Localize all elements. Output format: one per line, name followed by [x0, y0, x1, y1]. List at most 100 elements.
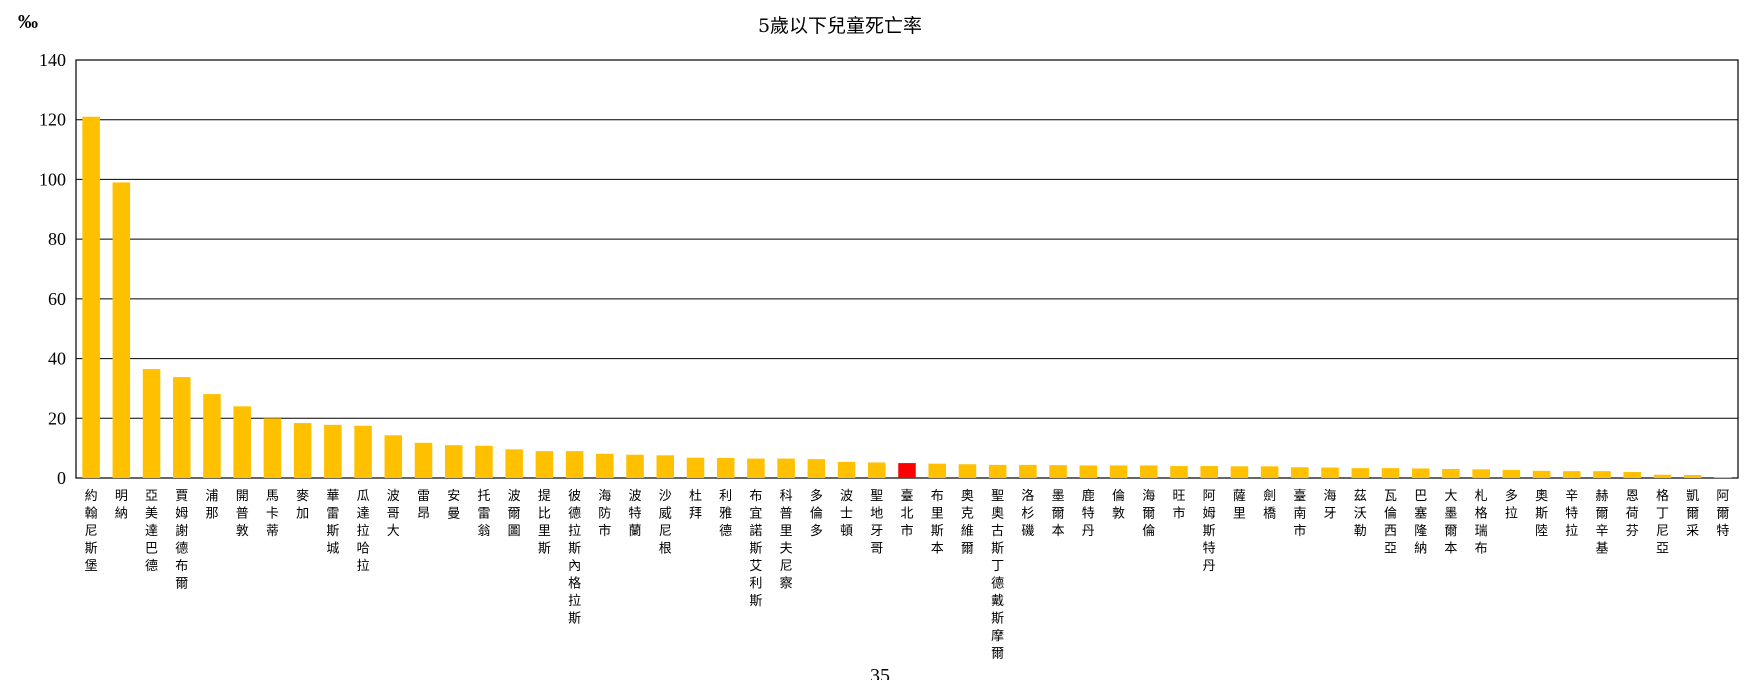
x-tick-label: 旺市 — [1172, 489, 1185, 522]
bar — [898, 463, 916, 478]
x-tick-label: 波士頓 — [840, 489, 853, 539]
bar — [716, 457, 735, 478]
y-tick-label: 60 — [48, 289, 66, 309]
x-tick-label: 沙威尼根 — [659, 489, 672, 557]
y-axis: 0 20 40 60 80 100 120 140 — [39, 50, 66, 488]
bar — [1502, 469, 1521, 478]
x-tick-label: 托雷翁 — [477, 489, 490, 539]
x-tick-label: 巴塞隆納 — [1414, 489, 1427, 557]
bar — [1109, 465, 1128, 478]
x-tick-label: 茲沃勒 — [1354, 488, 1367, 539]
x-tick-label: 開普敦 — [236, 489, 249, 539]
y-tick-label: 140 — [39, 50, 66, 70]
bar — [293, 423, 312, 478]
x-tick-label: 多倫多 — [810, 488, 823, 539]
bar — [475, 445, 493, 478]
y-tick-label: 0 — [57, 468, 66, 488]
bar — [535, 451, 554, 478]
x-tick-label: 臺北市 — [900, 489, 913, 539]
bar — [686, 457, 705, 478]
x-tick-label: 聖奧古斯丁德戴斯摩爾 — [991, 489, 1004, 662]
bar — [928, 463, 946, 478]
x-tick-label: 倫敦 — [1112, 489, 1125, 522]
bar — [1472, 469, 1490, 478]
y-tick-label: 40 — [48, 349, 66, 369]
bar — [747, 458, 765, 478]
x-tick-label: 馬卡蒂 — [266, 489, 279, 539]
bar — [1291, 467, 1309, 478]
x-tick-label: 布里斯本 — [931, 489, 944, 557]
y-tick-label: 120 — [39, 110, 66, 130]
x-tick-label: 恩荷芬 — [1626, 489, 1639, 539]
x-tick-label: 華雷斯城 — [326, 489, 339, 557]
x-tick-label: 浦那 — [205, 489, 218, 522]
bar — [1230, 466, 1249, 478]
plot-area — [75, 59, 1739, 479]
x-tick-label: 布宜諾斯艾利斯 — [749, 489, 762, 609]
bar — [233, 406, 251, 478]
x-tick-label: 洛杉磯 — [1021, 489, 1034, 539]
x-tick-label: 瓜達拉哈拉 — [357, 489, 370, 574]
bar — [958, 464, 977, 478]
bar — [626, 454, 644, 478]
y-tick-label: 100 — [39, 169, 66, 189]
x-tick-label: 薩里 — [1233, 489, 1246, 522]
x-tick-label: 赫爾辛基 — [1596, 489, 1609, 557]
x-tick-label: 劍橋 — [1263, 488, 1276, 522]
x-axis: 約翰尼斯堡 明納 亞美達巴德 賈姆謝德布爾 浦那 開普敦 馬卡蒂 麥加 華雷斯城 瓜達拉哈拉 波哥大… — [85, 488, 1730, 662]
x-tick-label: 科普里夫尼察 — [780, 489, 793, 592]
gridlines — [76, 59, 1738, 479]
y-tick-label: 20 — [48, 408, 66, 428]
bar — [384, 435, 403, 478]
bar — [1351, 468, 1370, 478]
bar — [1381, 468, 1400, 478]
x-tick-label: 阿姆斯特丹 — [1203, 489, 1216, 574]
x-tick-label: 亞美達巴德 — [145, 489, 158, 574]
x-tick-label: 鹿特丹 — [1082, 488, 1095, 539]
bar — [354, 425, 372, 478]
x-tick-label: 波哥大 — [387, 489, 400, 539]
bar — [1714, 477, 1732, 478]
bar — [1139, 465, 1158, 478]
x-tick-label: 彼德拉斯內格拉斯 — [568, 489, 581, 627]
bar — [565, 451, 584, 478]
bar — [505, 449, 523, 478]
x-tick-label: 臺南市 — [1293, 489, 1306, 539]
x-tick-label: 波爾圖 — [508, 489, 521, 539]
x-tick-label: 提比里斯 — [538, 488, 551, 557]
bar — [263, 418, 282, 478]
bar — [1411, 468, 1430, 478]
bar — [807, 459, 826, 478]
x-tick-label: 海防市 — [598, 489, 611, 539]
bar — [82, 116, 100, 478]
bar-series — [82, 116, 1732, 478]
x-tick-label: 奧斯陸 — [1535, 489, 1548, 539]
x-tick-label: 札格瑞布 — [1475, 489, 1488, 557]
bar — [142, 369, 161, 478]
bar — [1653, 474, 1672, 478]
x-tick-label: 阿爾特 — [1716, 489, 1729, 539]
x-tick-label: 杜拜 — [689, 489, 702, 522]
bar — [1200, 466, 1218, 478]
bar — [1049, 465, 1067, 478]
bar — [656, 455, 675, 478]
x-tick-label: 奧克維爾 — [961, 489, 974, 557]
bar — [988, 464, 1007, 478]
bar — [1683, 475, 1702, 478]
x-tick-label: 海爾倫 — [1142, 489, 1155, 539]
x-tick-label: 賈姆謝德布爾 — [175, 489, 188, 592]
bar — [868, 462, 886, 478]
bar — [1079, 465, 1098, 478]
x-tick-label: 辛特拉 — [1565, 489, 1578, 539]
x-tick-label: 波特蘭 — [629, 489, 642, 539]
x-tick-label: 海牙 — [1324, 489, 1337, 522]
bar — [1532, 470, 1551, 478]
bar — [414, 442, 433, 478]
bar — [1593, 471, 1611, 478]
bar — [1019, 464, 1037, 478]
x-tick-label: 大墨爾本 — [1444, 489, 1457, 557]
y-tick-label: 80 — [48, 229, 66, 249]
bar — [1260, 466, 1279, 478]
x-tick-label: 雷昂 — [417, 489, 430, 522]
bar — [1170, 466, 1188, 478]
